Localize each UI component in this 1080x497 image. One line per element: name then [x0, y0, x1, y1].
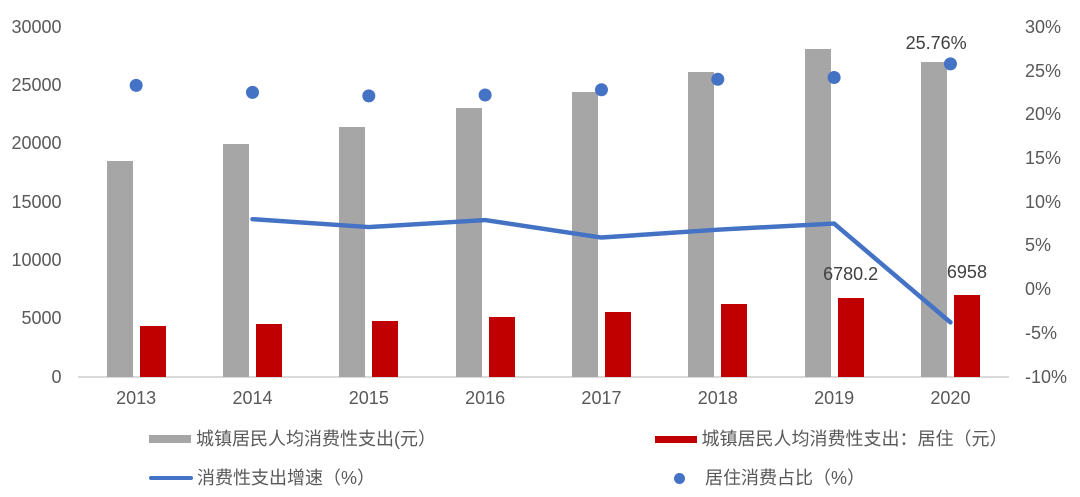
x-tick-label-2014: 2014: [232, 388, 273, 408]
legend-label-consumption: 城镇居民人均消费性支出(元）: [196, 429, 436, 449]
y-right-tick-label: 30%: [1025, 16, 1062, 37]
bar-housing-2014: [255, 324, 282, 377]
x-tick-label-2015: 2015: [348, 388, 389, 408]
share-dot-2019: [827, 71, 841, 85]
bar-housing-2016: [488, 316, 515, 377]
bar-consumption-2016: [455, 107, 482, 377]
legend-item-share: 居住消费占比（%）: [674, 467, 865, 489]
bar-consumption-2019: [804, 49, 831, 377]
x-tick-label-2018: 2018: [697, 388, 738, 408]
data-label-2020-share: 25.76%: [905, 32, 967, 53]
y-right-tick-label: 25%: [1025, 60, 1062, 81]
bar-consumption-2015: [339, 127, 366, 377]
share-dot-2014: [245, 85, 259, 99]
data-label-2019-housing: 6780.2: [823, 263, 879, 284]
share-dot-2016: [478, 88, 492, 102]
share-dot-2017: [594, 83, 608, 97]
y-right-tick-label: 10%: [1025, 191, 1062, 212]
growth-line: [250, 216, 953, 325]
x-tick-label-2016: 2016: [465, 388, 506, 408]
legend-label-housing: 城镇居民人均消费性支出：居住（元）: [701, 429, 1008, 449]
bar-consumption-2020: [920, 61, 947, 377]
y-left-tick-label: 15000: [11, 191, 62, 212]
y-left-tick-label: 25000: [11, 75, 62, 96]
y-right-tick-label: -10%: [1025, 366, 1068, 387]
legend-item-consumption: 城镇居民人均消费性支出(元）: [149, 428, 436, 450]
x-tick-label-2013: 2013: [116, 388, 157, 408]
x-tick-label-2017: 2017: [581, 388, 622, 408]
share-dot-2018: [711, 72, 725, 86]
x-tick-label-2019: 2019: [814, 388, 855, 408]
y-right-tick-label: 0%: [1025, 279, 1052, 300]
legend-label-share: 居住消费占比（%）: [705, 468, 866, 488]
x-tick-label-2020: 2020: [930, 388, 971, 408]
legend-label-growth: 消费性支出增速（%）: [197, 468, 376, 488]
y-left-tick-label: 10000: [11, 250, 62, 270]
bar-consumption-2014: [222, 143, 249, 377]
y-left-tick-label: 20000: [11, 133, 62, 154]
legend-item-housing: 城镇居民人均消费性支出：居住（元）: [654, 428, 1008, 450]
scatter-dots: [129, 57, 957, 103]
legend-swatch-growth-line: [149, 476, 193, 480]
bar-housing-2020: [953, 295, 980, 377]
share-dot-2013: [129, 78, 143, 92]
bar-consumption-2018: [688, 72, 715, 377]
y-right-tick-label: 20%: [1025, 104, 1062, 125]
share-dot-2020: [943, 57, 957, 71]
legend-swatch-consumption-bar: [149, 435, 191, 443]
bar-housing-2018: [721, 303, 748, 377]
bar-housing-2019: [837, 297, 864, 377]
y-left-tick-label: 5000: [21, 308, 62, 329]
legend-item-growth: 消费性支出增速（%）: [149, 467, 375, 489]
legend-swatch-share-dot: [674, 472, 685, 484]
bar-consumption-2013: [106, 161, 133, 377]
legend-swatch-housing-bar: [654, 435, 697, 443]
data-label-2020-housing: 6958: [946, 261, 987, 282]
bar-housing-2013: [139, 326, 166, 377]
y-left-tick-label: 0: [51, 366, 62, 387]
share-dot-2015: [362, 89, 376, 103]
y-left-tick-label: 30000: [11, 16, 62, 37]
y-right-tick-label: 5%: [1025, 235, 1052, 256]
y-right-tick-label: 15%: [1025, 147, 1062, 168]
bar-housing-2015: [372, 321, 399, 377]
x-axis-line: [78, 375, 1009, 378]
bar-housing-2017: [604, 311, 631, 377]
y-right-tick-label: -5%: [1025, 322, 1058, 343]
